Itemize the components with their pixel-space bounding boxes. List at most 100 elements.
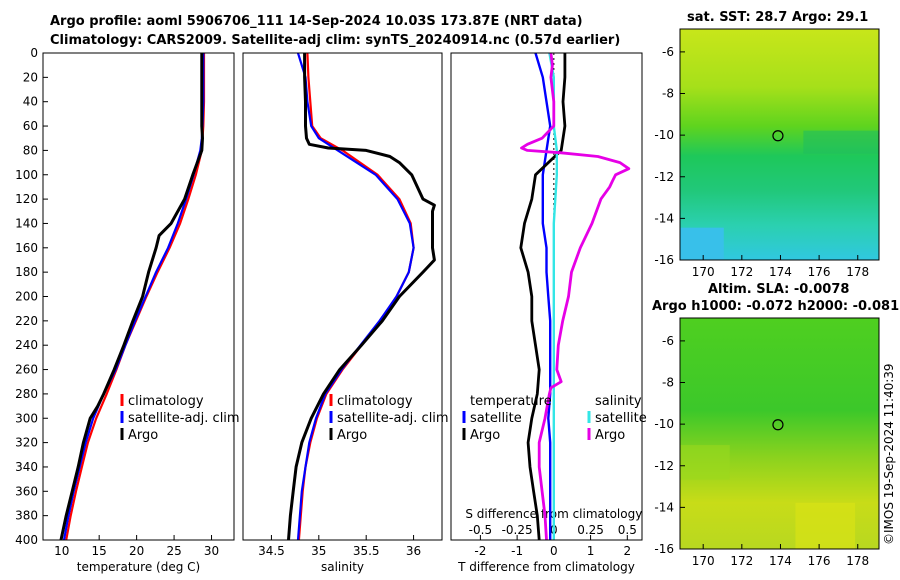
diff-legend-temp-title: temperature [470, 394, 552, 409]
temperature-xlabel: temperature (deg C) [77, 560, 200, 574]
sst-map-patch [803, 130, 879, 154]
tdiff-x-tick-label: -2 [474, 544, 486, 558]
temp-legend-sat-label: satellite-adj. clim [128, 411, 240, 426]
sla-map-ytick-label: -14 [654, 500, 674, 514]
depth-tick-label: 0 [30, 46, 38, 60]
sst-map-ytick-label: -12 [654, 170, 674, 184]
diff-legend-ssat-label: satellite [595, 411, 647, 426]
temperature-panel-frame [42, 52, 235, 541]
temperature-line-1 [62, 53, 205, 540]
diff-line-3 [520, 53, 631, 540]
depth-tick-label: 340 [15, 460, 38, 474]
salinity-panel-frame [242, 52, 443, 541]
difference-panel-frame [450, 52, 643, 541]
sla-map-ytick-label: -6 [662, 334, 674, 348]
sla-map-high-patch [795, 502, 856, 549]
sst-map-xtick-label: 170 [692, 265, 715, 279]
depth-tick-label: 400 [15, 533, 38, 547]
sla-map-subtitle: Argo h1000: -0.072 h2000: -0.081 [652, 299, 900, 314]
tdiff-x-tick-label: -1 [511, 544, 523, 558]
depth-tick-label: 260 [15, 363, 38, 377]
sst-map-title: sat. SST: 28.7 Argo: 29.1 [687, 10, 869, 25]
diff-line-0 [534, 53, 552, 540]
sst-map-cool-patch [680, 227, 724, 260]
sal-legend-argo-label: Argo [337, 428, 367, 443]
temperature-x-tick-label: 10 [54, 544, 69, 558]
sla-map-ytick-label: -10 [654, 417, 674, 431]
tdiff-x-tick-label: 2 [623, 544, 631, 558]
tdiff-x-tick-label: 1 [587, 544, 595, 558]
sla-map-xtick-label: 174 [769, 554, 792, 568]
diff-legend-tsat-label: satellite [470, 411, 522, 426]
depth-tick-label: 180 [15, 265, 38, 279]
sdiff-tick-label: 0.5 [618, 523, 637, 537]
sla-map-ytick-label: -8 [662, 376, 674, 390]
temperature-x-tick-label: 20 [129, 544, 144, 558]
sst-map-ytick-label: -16 [654, 253, 674, 267]
salinity-x-tick-label: 34.5 [258, 544, 285, 558]
sst-map-frame [679, 28, 880, 261]
sdiff-tick-label: -0.5 [469, 523, 492, 537]
sst-map-xtick-label: 174 [769, 265, 792, 279]
salinity-xlabel: salinity [321, 560, 364, 574]
sla-map-ytick-label: -12 [654, 459, 674, 473]
depth-tick-label: 320 [15, 436, 38, 450]
sdiff-tick-label: -0.25 [502, 523, 533, 537]
sla-map-xtick-label: 172 [730, 554, 753, 568]
profile-title: Argo profile: aoml 5906706_111 14-Sep-20… [50, 14, 583, 29]
tdiff-x-tick-label: 0 [550, 544, 558, 558]
temperature-x-tick-label: 30 [204, 544, 219, 558]
sst-map-ytick-label: -6 [662, 45, 674, 59]
depth-tick-label: 60 [23, 119, 38, 133]
sst-map-ytick-label: -14 [654, 211, 674, 225]
diff-line-1 [519, 53, 567, 540]
depth-tick-label: 20 [23, 70, 38, 84]
diff-legend-sargo-label: Argo [595, 428, 625, 443]
depth-tick-label: 360 [15, 484, 38, 498]
sal-legend-sat-label: satellite-adj. clim [337, 411, 449, 426]
sdiff-tick-label: 0.25 [577, 523, 604, 537]
sla-map-xtick-label: 170 [692, 554, 715, 568]
sla-map-argo-marker [772, 419, 784, 431]
depth-tick-label: 160 [15, 241, 38, 255]
sst-map-xtick-label: 176 [808, 265, 831, 279]
temp-legend-argo-label: Argo [128, 428, 158, 443]
depth-tick-label: 120 [15, 192, 38, 206]
salinity-x-tick-label: 35 [311, 544, 326, 558]
tdiff-xlabel: T difference from climatology [457, 560, 635, 574]
climatology-title: Climatology: CARS2009. Satellite-adj cli… [50, 33, 621, 48]
depth-tick-label: 140 [15, 216, 38, 230]
depth-tick-label: 200 [15, 290, 38, 304]
salinity-x-tick-label: 36 [406, 544, 421, 558]
sla-map-patch [680, 445, 730, 480]
sla-map-xtick-label: 178 [846, 554, 869, 568]
salinity-line-2 [287, 53, 436, 540]
sla-map-title: Altim. SLA: -0.0078 [708, 282, 850, 297]
diff-legend-sal-title: salinity [595, 394, 642, 409]
sst-map-xtick-label: 172 [730, 265, 753, 279]
sla-map-ytick-label: -16 [654, 542, 674, 556]
depth-tick-label: 220 [15, 314, 38, 328]
sst-map-argo-marker [772, 130, 784, 142]
depth-tick-label: 280 [15, 387, 38, 401]
sst-map-xtick-label: 178 [846, 265, 869, 279]
temp-legend-clim-label: climatology [128, 394, 204, 409]
sla-map-frame [679, 317, 880, 550]
salinity-line-1 [296, 53, 415, 540]
depth-tick-label: 100 [15, 168, 38, 182]
depth-tick-label: 80 [23, 143, 38, 157]
sst-map-ytick-label: -10 [654, 128, 674, 142]
depth-tick-label: 380 [15, 509, 38, 523]
temperature-line-0 [65, 53, 206, 540]
depth-tick-label: 300 [15, 411, 38, 425]
sal-legend-clim-label: climatology [337, 394, 413, 409]
diff-line-2 [548, 53, 558, 540]
sst-map-ytick-label: -8 [662, 87, 674, 101]
temperature-x-tick-label: 25 [166, 544, 181, 558]
sla-map-xtick-label: 176 [808, 554, 831, 568]
diff-legend-targo-label: Argo [470, 428, 500, 443]
depth-tick-label: 240 [15, 338, 38, 352]
temperature-line-2 [59, 53, 204, 540]
temperature-x-tick-label: 15 [92, 544, 107, 558]
